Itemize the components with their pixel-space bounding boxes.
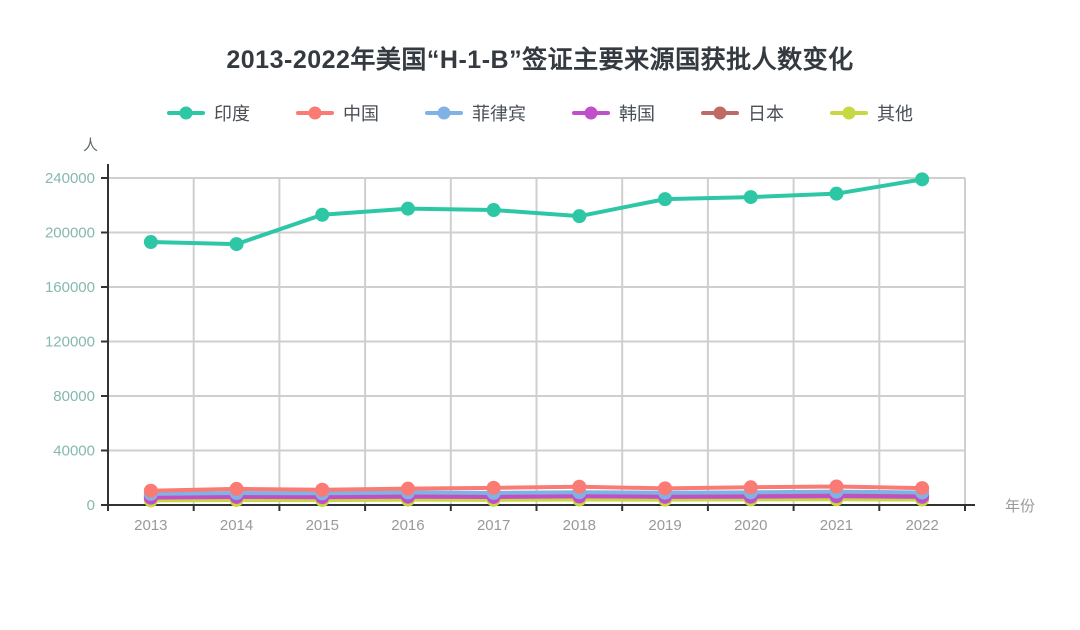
chart-title: 2013-2022年美国“H-1-B”签证主要来源国获批人数变化 [226, 46, 854, 74]
series-line-菲律宾 [148, 489, 925, 496]
x-tick-label: 2018 [563, 517, 596, 534]
legend-label: 日本 [748, 104, 784, 124]
y-tick-label: 40000 [53, 443, 95, 460]
x-tick-label: 2022 [905, 517, 938, 534]
legend: 印度 中国 菲律宾 韩国 日本 其他 [0, 100, 1080, 126]
data-point[interactable] [229, 237, 244, 252]
data-point[interactable] [486, 203, 501, 218]
data-point[interactable] [143, 235, 158, 250]
x-tick-label: 2017 [477, 517, 510, 534]
data-point[interactable] [829, 186, 844, 201]
data-point[interactable] [400, 201, 415, 216]
legend-marker-icon [296, 106, 334, 120]
y-tick-label: 160000 [45, 279, 95, 296]
data-point[interactable] [829, 479, 844, 494]
legend-label: 其他 [877, 104, 913, 124]
y-tick-label: 80000 [53, 388, 95, 405]
legend-marker-icon [572, 106, 610, 120]
legend-label: 印度 [214, 104, 250, 124]
x-tick-label: 2016 [391, 517, 424, 534]
legend-label: 韩国 [619, 104, 655, 124]
series-line-韩国 [148, 494, 925, 500]
y-tick-label: 120000 [45, 334, 95, 351]
x-tick-label: 2021 [820, 517, 853, 534]
x-tick-label: 2019 [648, 517, 681, 534]
data-point[interactable] [229, 481, 244, 496]
data-point[interactable] [658, 192, 673, 207]
y-tick-label: 240000 [45, 170, 95, 187]
data-point[interactable] [315, 207, 330, 222]
legend-item-3[interactable]: 菲律宾 [425, 100, 526, 126]
data-point[interactable] [315, 482, 330, 497]
x-axis-name-label: 年份 [1005, 498, 1035, 515]
data-point[interactable] [486, 480, 501, 495]
x-tick-label: 2015 [306, 517, 339, 534]
y-tick-label: 200000 [45, 225, 95, 242]
data-point[interactable] [743, 190, 758, 205]
data-point[interactable] [572, 479, 587, 494]
data-point[interactable] [143, 483, 158, 498]
legend-marker-icon [425, 106, 463, 120]
legend-marker-icon [701, 106, 739, 120]
data-point[interactable] [658, 481, 673, 496]
legend-item-6[interactable]: 其他 [830, 100, 913, 126]
y-tick-label: 0 [87, 497, 95, 514]
x-tick-label: 2013 [134, 517, 167, 534]
legend-item-2[interactable]: 中国 [296, 100, 379, 126]
x-tick-label: 2014 [220, 517, 253, 534]
x-tick-label: 2020 [734, 517, 767, 534]
data-point[interactable] [915, 172, 930, 187]
data-point[interactable] [915, 481, 930, 496]
legend-item-5[interactable]: 日本 [701, 100, 784, 126]
series-line-其他 [148, 497, 925, 503]
legend-label: 中国 [343, 104, 379, 124]
legend-label: 菲律宾 [472, 104, 526, 124]
series-line-印度 [148, 177, 925, 247]
data-point[interactable] [572, 209, 587, 224]
data-point[interactable] [400, 481, 415, 496]
y-axis-unit-label: 人 [83, 137, 98, 154]
legend-marker-icon [167, 106, 205, 120]
legend-item-4[interactable]: 韩国 [572, 100, 655, 126]
series-line-中国 [148, 484, 925, 493]
data-point[interactable] [743, 480, 758, 495]
legend-marker-icon [830, 106, 868, 120]
legend-item-1[interactable]: 印度 [167, 100, 250, 126]
